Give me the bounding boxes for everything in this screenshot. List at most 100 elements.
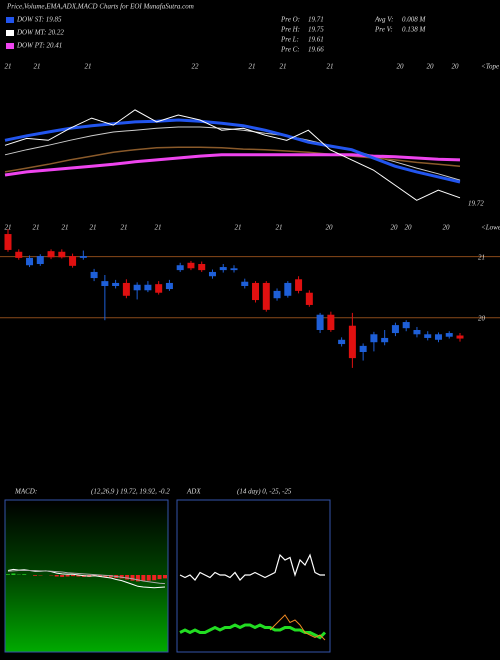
candle-body: [26, 257, 34, 266]
last-value: 19.72: [468, 199, 484, 207]
x-tick-label: 21: [5, 224, 12, 232]
histogram-bar: [135, 575, 140, 582]
panel-subtitle: (14 day) 0, -25, -25: [237, 488, 292, 496]
panel-title: MACD:: [14, 488, 37, 496]
candle-body: [284, 282, 292, 296]
candle-body: [424, 334, 432, 338]
candle-body: [144, 284, 152, 291]
candle-body: [198, 264, 206, 271]
histogram-bar: [70, 575, 75, 577]
legend-swatch: [6, 17, 14, 23]
candle-body: [155, 284, 163, 293]
x-tick-label: 21: [155, 224, 162, 232]
candle-body: [219, 267, 227, 271]
candle-body: [79, 256, 87, 258]
panel-subtitle: (12,26,9 ) 19.72, 19.92, -0.2: [91, 488, 170, 496]
histogram-bar: [65, 575, 70, 577]
candle-body: [69, 256, 77, 266]
candle-body: [241, 281, 249, 286]
candle-body: [327, 314, 335, 330]
y-tick-label: 21: [478, 253, 485, 261]
x-tick-label: 20: [452, 63, 460, 71]
x-tick-label: 20: [427, 63, 435, 71]
line: [4, 118, 461, 184]
line: [4, 153, 461, 177]
info-label: Pre H:: [280, 26, 300, 34]
histogram-bar: [60, 575, 65, 577]
histogram-bar: [103, 575, 108, 577]
line: [4, 146, 461, 173]
candle-body: [252, 282, 260, 301]
candle-body: [456, 335, 464, 339]
x-tick-label: 21: [327, 63, 334, 71]
histogram-bar: [130, 575, 135, 581]
line: [7, 568, 166, 589]
x-tick-label: 21: [62, 224, 69, 232]
candle-body: [133, 284, 141, 291]
volume-value: 0.138 M: [402, 26, 427, 34]
candle-body: [413, 330, 421, 335]
histogram-bar: [11, 573, 16, 575]
line: [179, 623, 327, 640]
histogram-bar: [54, 575, 59, 577]
x-tick-label: 22: [192, 63, 200, 71]
panel-title: ADX: [186, 488, 201, 496]
candle-body: [176, 265, 184, 271]
volume-label: Pre V:: [374, 26, 393, 34]
y-tick-label: 20: [478, 314, 486, 322]
x-tick-label: 21: [121, 224, 128, 232]
candle-body: [370, 334, 378, 343]
x-tick-label: 20: [391, 224, 399, 232]
candle-body: [273, 290, 281, 299]
legend-label: DOW MT: 20.22: [16, 29, 64, 37]
info-label: Pre L:: [280, 36, 299, 44]
info-label: Pre O:: [280, 16, 300, 24]
legend-label: DOW ST: 19.85: [16, 16, 62, 24]
candle-body: [381, 337, 389, 343]
histogram-bar: [33, 575, 38, 576]
x-tick-label: 21: [33, 224, 40, 232]
x-tick-label: 21: [249, 63, 256, 71]
line: [179, 553, 325, 581]
x-tick-label: 20: [443, 224, 451, 232]
histogram-bar: [6, 574, 10, 575]
candle-body: [187, 262, 195, 269]
candle-body: [90, 271, 98, 279]
candle-body: [338, 339, 346, 345]
histogram-bar: [152, 575, 157, 581]
candle-body: [4, 234, 12, 250]
histogram-bar: [163, 575, 167, 579]
candle-body: [295, 279, 303, 291]
x-tick-label: 21: [85, 63, 92, 71]
candle-body: [112, 282, 120, 286]
x-tick-label: 21: [90, 224, 97, 232]
histogram-bar: [125, 575, 130, 580]
candle-body: [122, 282, 130, 296]
histogram-bar: [76, 575, 81, 577]
x-tick-label: 20: [397, 63, 405, 71]
volume-value: 0.008 M: [402, 16, 427, 24]
candle-body: [47, 251, 55, 258]
candle-body: [391, 325, 399, 334]
candle-body: [402, 322, 410, 329]
legend-label: DOW PT: 20.41: [16, 42, 62, 50]
candle-body: [262, 282, 270, 310]
x-tick-label: 21: [235, 224, 242, 232]
adx-panel: [176, 499, 331, 653]
info-value: 19.66: [308, 46, 324, 54]
candle-body: [305, 292, 313, 305]
histogram-bar: [141, 575, 146, 581]
histogram-bar: [98, 575, 103, 577]
histogram-bar: [22, 574, 27, 575]
candle-body: [359, 345, 367, 352]
candle-body: [445, 333, 453, 337]
x-tick-label: 20: [326, 224, 334, 232]
candle-body: [348, 325, 356, 359]
x-tick-label: 20: [405, 224, 413, 232]
legend-swatch: [6, 43, 14, 49]
x-tick-label: 21: [5, 63, 12, 71]
chart-title: Price,Volume,EMA,ADX,MACD Charts for EOI…: [6, 3, 194, 11]
candle-body: [230, 268, 238, 271]
histogram-bar: [146, 575, 151, 581]
